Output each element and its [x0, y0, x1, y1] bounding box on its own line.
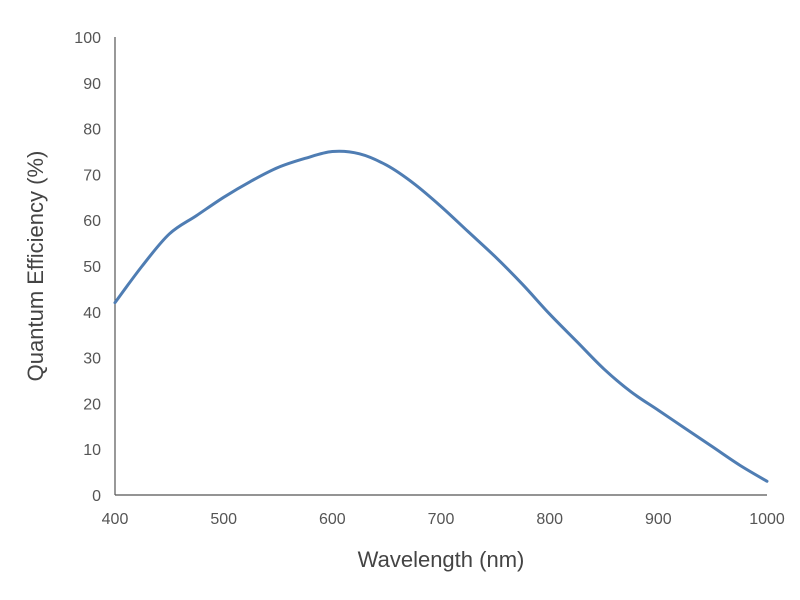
x-tick-label: 900 — [645, 511, 672, 528]
x-tick-label: 800 — [536, 511, 563, 528]
x-tick-label: 500 — [210, 511, 237, 528]
y-tick-label: 80 — [83, 122, 101, 139]
x-tick-label: 600 — [319, 511, 346, 528]
quantum-efficiency-series-line — [113, 149, 769, 483]
x-axis-title: Wavelength (nm) — [358, 547, 525, 572]
axes — [114, 37, 767, 496]
y-tick-label: 0 — [92, 488, 101, 505]
series-layer — [113, 149, 769, 483]
y-tick-label: 10 — [83, 442, 101, 459]
y-tick-label: 20 — [83, 396, 101, 413]
y-tick-labels: 0 10 20 30 40 50 60 70 80 90 100 — [74, 30, 101, 505]
x-tick-label: 700 — [428, 511, 455, 528]
y-tick-label: 30 — [83, 351, 101, 368]
y-tick-label: 90 — [83, 76, 101, 93]
y-axis-title: Quantum Efficiency (%) — [23, 151, 48, 382]
x-tick-label: 400 — [102, 511, 129, 528]
y-tick-label: 60 — [83, 213, 101, 230]
x-tick-labels: 400 500 600 700 800 900 1000 — [102, 511, 785, 528]
y-tick-label: 40 — [83, 305, 101, 322]
x-tick-label: 1000 — [749, 511, 785, 528]
y-tick-label: 50 — [83, 259, 101, 276]
y-tick-label: 70 — [83, 167, 101, 184]
y-tick-label: 100 — [74, 30, 101, 47]
